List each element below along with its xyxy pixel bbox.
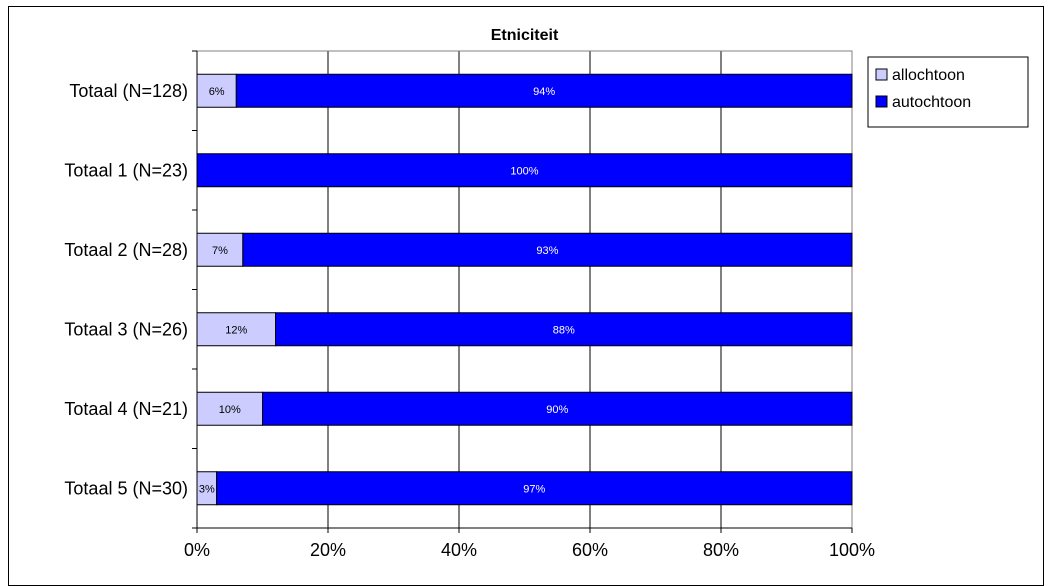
bar-allochtoon-4 bbox=[196, 391, 263, 426]
x-tick-label-2: 40% bbox=[441, 540, 477, 560]
plot-area: 0% 20% 40% 60% 80% 100% Totaal (N=128) 6% 94% Tot… bbox=[64, 50, 875, 560]
bar-allochtoon-0 bbox=[196, 73, 237, 108]
data-label-allochtoon-3: 12% bbox=[225, 324, 247, 336]
x-tick-label-3: 60% bbox=[572, 540, 608, 560]
legend-label-autochtoon: autochtoon bbox=[892, 94, 971, 111]
data-label-autochtoon-1: 100% bbox=[510, 165, 538, 177]
legend-label-allochtoon: allochtoon bbox=[892, 67, 965, 84]
bar-allochtoon-3 bbox=[196, 312, 277, 347]
data-label-allochtoon-5: 3% bbox=[199, 483, 215, 495]
plot-border bbox=[196, 50, 853, 529]
x-tick-label-4: 80% bbox=[703, 540, 739, 560]
bar-autochtoon-1 bbox=[196, 153, 853, 188]
data-label-autochtoon-3: 88% bbox=[553, 324, 575, 336]
bar-autochtoon-3 bbox=[275, 312, 853, 347]
bar-autochtoon-0 bbox=[235, 73, 853, 108]
category-label-2: Totaal 2 (N=28) bbox=[64, 240, 188, 260]
bar-autochtoon-5 bbox=[216, 471, 853, 506]
chart-title: Etniciteit bbox=[491, 27, 559, 44]
legend-box bbox=[867, 56, 1029, 128]
data-label-autochtoon-0: 94% bbox=[533, 86, 555, 98]
bar-autochtoon-4 bbox=[262, 391, 853, 426]
category-label-4: Totaal 4 (N=21) bbox=[64, 399, 188, 419]
category-label-1: Totaal 1 (N=23) bbox=[64, 160, 188, 180]
x-tick-label-5: 100% bbox=[829, 540, 875, 560]
legend-swatch-allochtoon bbox=[875, 68, 888, 81]
bar-allochtoon-2 bbox=[196, 232, 244, 267]
data-label-allochtoon-2: 7% bbox=[212, 245, 228, 257]
legend-swatch-autochtoon bbox=[875, 95, 888, 108]
bar-autochtoon-2 bbox=[242, 232, 853, 267]
x-tick-label-0: 0% bbox=[184, 540, 210, 560]
legend: allochtoon autochtoon bbox=[867, 56, 1029, 128]
category-label-5: Totaal 5 (N=30) bbox=[64, 478, 188, 498]
chart: Etniciteit 0% 20% 40% 60% 80% 100% Totaal (N=1… bbox=[64, 27, 1029, 560]
data-label-autochtoon-4: 90% bbox=[546, 404, 568, 416]
data-label-allochtoon-0: 6% bbox=[209, 86, 225, 98]
chart-frame: Etniciteit 0% 20% 40% 60% 80% 100% Totaal (N=1… bbox=[8, 6, 1044, 586]
x-tick-label-1: 20% bbox=[310, 540, 346, 560]
data-label-autochtoon-2: 93% bbox=[536, 245, 558, 257]
data-label-allochtoon-4: 10% bbox=[219, 404, 241, 416]
category-label-0: Totaal (N=128) bbox=[69, 81, 188, 101]
category-label-3: Totaal 3 (N=26) bbox=[64, 319, 188, 339]
data-label-autochtoon-5: 97% bbox=[523, 483, 545, 495]
